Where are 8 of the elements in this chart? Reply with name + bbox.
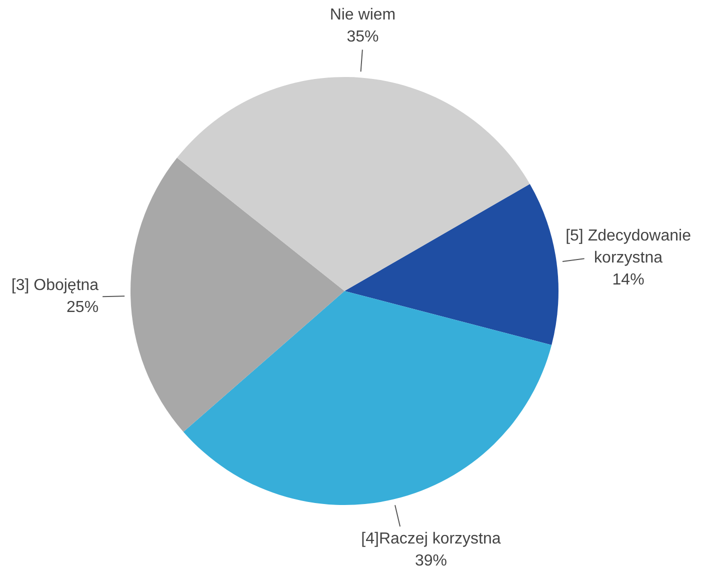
- data-label: 35%: [346, 28, 379, 46]
- data-label: 14%: [612, 272, 644, 289]
- data-label: 25%: [66, 299, 99, 316]
- slice-label: Nie wiem: [330, 6, 396, 24]
- data-label: 39%: [414, 552, 448, 570]
- slice-label: [5] Zdecydowanie korzystna: [566, 227, 692, 267]
- slice-label: [3] Obojętna: [11, 277, 99, 294]
- slice-label: [4]Raczej korzystna: [361, 530, 501, 548]
